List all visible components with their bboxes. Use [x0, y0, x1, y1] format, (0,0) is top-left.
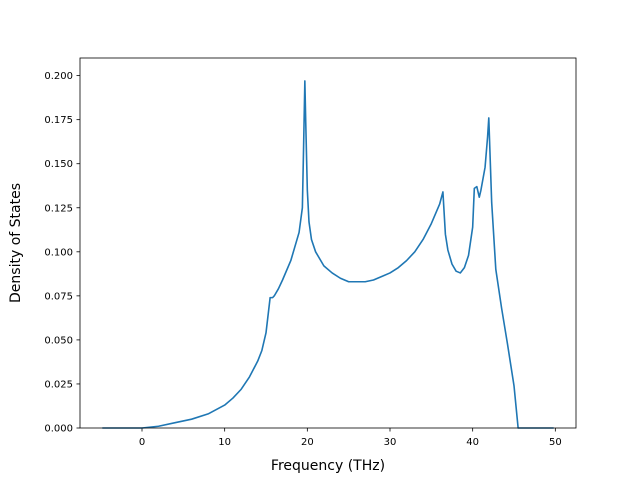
y-tick-label: 0.000 — [44, 424, 73, 435]
y-axis-ticks: 0.000 0.025 0.050 0.075 0.100 0.125 0.150 0.175… — [44, 71, 80, 435]
y-tick-label: 0.150 — [44, 159, 73, 170]
y-axis-label: Density of States — [8, 183, 24, 303]
x-tick-label: 40 — [466, 437, 479, 448]
x-tick-label: 10 — [218, 437, 231, 448]
x-tick-label: 0 — [139, 437, 145, 448]
y-tick-label: 0.025 — [44, 379, 73, 390]
x-axis-ticks: 0 10 20 30 40 50 — [139, 428, 562, 448]
x-tick-label: 50 — [549, 437, 562, 448]
x-axis-label: Frequency (THz) — [271, 458, 385, 474]
y-tick-label: 0.100 — [44, 247, 73, 258]
dos-series-line — [102, 80, 554, 429]
y-tick-label: 0.050 — [44, 335, 73, 346]
x-tick-label: 30 — [384, 437, 397, 448]
y-tick-label: 0.075 — [44, 291, 73, 302]
y-tick-label: 0.125 — [44, 203, 73, 214]
y-tick-label: 0.200 — [44, 71, 73, 82]
x-tick-label: 20 — [301, 437, 314, 448]
plot-frame — [79, 57, 577, 429]
y-tick-label: 0.175 — [44, 115, 73, 126]
